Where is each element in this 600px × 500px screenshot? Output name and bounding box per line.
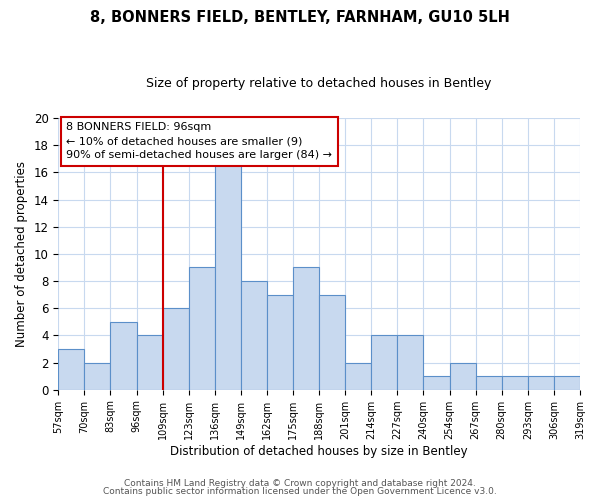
Text: 8, BONNERS FIELD, BENTLEY, FARNHAM, GU10 5LH: 8, BONNERS FIELD, BENTLEY, FARNHAM, GU10… [90,10,510,25]
Bar [502,376,528,390]
Bar [137,336,163,390]
Bar [371,336,397,390]
Bar [476,376,502,390]
Title: Size of property relative to detached houses in Bentley: Size of property relative to detached ho… [146,78,492,90]
Bar [449,362,476,390]
Bar [85,362,110,390]
Bar [110,322,137,390]
Bar [397,336,424,390]
Bar [163,308,189,390]
X-axis label: Distribution of detached houses by size in Bentley: Distribution of detached houses by size … [170,444,468,458]
Text: 8 BONNERS FIELD: 96sqm
← 10% of detached houses are smaller (9)
90% of semi-deta: 8 BONNERS FIELD: 96sqm ← 10% of detached… [66,122,332,160]
Bar [424,376,449,390]
Bar [58,349,85,390]
Bar [267,294,293,390]
Bar [319,294,345,390]
Bar [528,376,554,390]
Text: Contains HM Land Registry data © Crown copyright and database right 2024.: Contains HM Land Registry data © Crown c… [124,478,476,488]
Bar [189,268,215,390]
Text: Contains public sector information licensed under the Open Government Licence v3: Contains public sector information licen… [103,487,497,496]
Bar [215,159,241,390]
Y-axis label: Number of detached properties: Number of detached properties [15,161,28,347]
Bar [293,268,319,390]
Bar [345,362,371,390]
Bar [241,281,267,390]
Bar [554,376,580,390]
